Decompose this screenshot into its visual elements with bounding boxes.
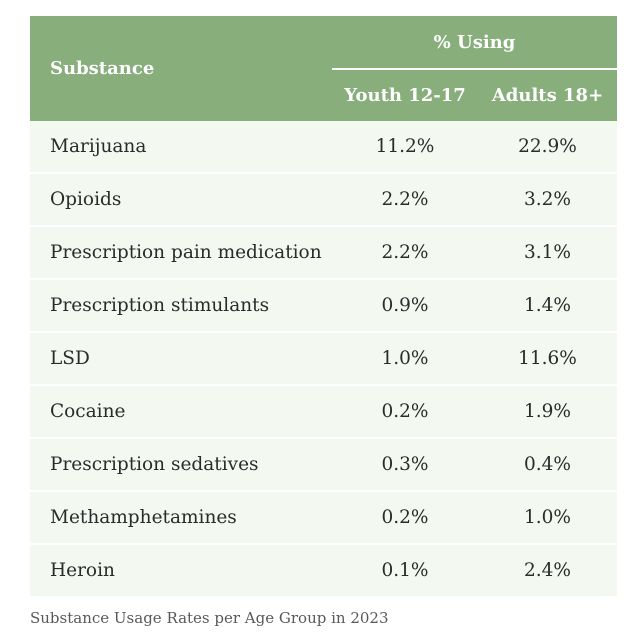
header-substance: Substance — [30, 16, 332, 121]
cell-substance: Cocaine — [30, 385, 332, 439]
cell-youth: 0.2% — [332, 385, 478, 439]
cell-substance: Opioids — [30, 173, 332, 227]
cell-adults: 1.9% — [478, 385, 617, 439]
cell-youth: 0.3% — [332, 438, 478, 492]
cell-substance: Prescription pain medication — [30, 226, 332, 280]
table-row: Prescription stimulants 0.9% 1.4% — [30, 279, 617, 333]
cell-adults: 3.2% — [478, 173, 617, 227]
table-row: Opioids 2.2% 3.2% — [30, 173, 617, 227]
table-header: Substance % Using Youth 12-17 Adults 18+ — [30, 16, 617, 121]
cell-substance: Marijuana — [30, 121, 332, 174]
cell-adults: 2.4% — [478, 544, 617, 596]
cell-youth: 0.9% — [332, 279, 478, 333]
cell-youth: 2.2% — [332, 173, 478, 227]
header-adults: Adults 18+ — [478, 69, 617, 121]
cell-adults: 22.9% — [478, 121, 617, 174]
table-row: Cocaine 0.2% 1.9% — [30, 385, 617, 439]
header-youth: Youth 12-17 — [332, 69, 478, 121]
cell-substance: Methamphetamines — [30, 491, 332, 545]
table-body: Marijuana 11.2% 22.9% Opioids 2.2% 3.2% … — [30, 121, 617, 596]
cell-substance: LSD — [30, 332, 332, 386]
table-row: Heroin 0.1% 2.4% — [30, 544, 617, 596]
cell-substance: Prescription stimulants — [30, 279, 332, 333]
cell-youth: 2.2% — [332, 226, 478, 280]
cell-youth: 0.2% — [332, 491, 478, 545]
table-caption: Substance Usage Rates per Age Group in 2… — [30, 609, 389, 627]
substance-usage-table: Substance % Using Youth 12-17 Adults 18+… — [30, 16, 617, 596]
cell-adults: 0.4% — [478, 438, 617, 492]
cell-youth: 1.0% — [332, 332, 478, 386]
cell-adults: 3.1% — [478, 226, 617, 280]
data-table: Substance % Using Youth 12-17 Adults 18+… — [30, 16, 617, 596]
cell-youth: 11.2% — [332, 121, 478, 174]
cell-youth: 0.1% — [332, 544, 478, 596]
cell-adults: 11.6% — [478, 332, 617, 386]
table-row: LSD 1.0% 11.6% — [30, 332, 617, 386]
cell-substance: Heroin — [30, 544, 332, 596]
table-row: Prescription pain medication 2.2% 3.1% — [30, 226, 617, 280]
cell-adults: 1.0% — [478, 491, 617, 545]
cell-adults: 1.4% — [478, 279, 617, 333]
table-row: Methamphetamines 0.2% 1.0% — [30, 491, 617, 545]
table-row: Marijuana 11.2% 22.9% — [30, 121, 617, 174]
table-row: Prescription sedatives 0.3% 0.4% — [30, 438, 617, 492]
header-percent-using: % Using — [332, 16, 617, 70]
cell-substance: Prescription sedatives — [30, 438, 332, 492]
